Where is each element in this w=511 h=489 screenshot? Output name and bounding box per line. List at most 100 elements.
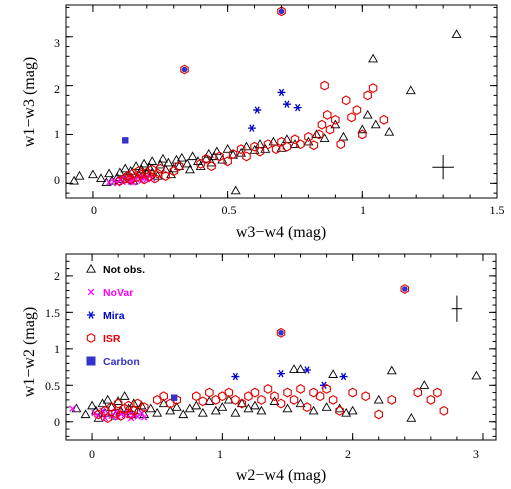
bottom-carbon-fill	[278, 329, 284, 336]
top-isr-point	[242, 151, 251, 162]
bottom-isr-point	[322, 384, 331, 394]
bottom-series-mira	[231, 366, 348, 390]
top-notobs-point	[206, 157, 217, 167]
bottom-notobs-point	[243, 403, 254, 413]
top-notobs-point	[131, 161, 142, 170]
bottom-isr-point	[374, 409, 384, 420]
top-isr-point	[115, 175, 125, 186]
bottom-isr-point	[103, 413, 112, 424]
top-notobs-point	[147, 156, 158, 165]
top-notobs-point	[338, 131, 349, 141]
legend-label-isr: ISR	[103, 333, 121, 345]
bottom-notobs-point	[373, 394, 384, 404]
top-carbon-point	[122, 137, 129, 144]
top-notobs-point	[144, 162, 155, 172]
bottom-x-tick-label-2: 2	[345, 447, 351, 461]
top-isr-point	[309, 140, 319, 151]
bottom-isr-point	[139, 402, 149, 413]
bottom-notobs-point	[289, 364, 300, 373]
bottom-isr-point	[129, 405, 139, 416]
bottom-isr-point	[237, 398, 247, 409]
bottom-isr-point	[413, 387, 423, 398]
bottom-novar-point	[140, 414, 148, 421]
top-isr-point	[196, 158, 205, 169]
bottom-y-axis-title: w1−w2 (mag)	[21, 307, 38, 397]
top-isr-point	[153, 168, 162, 179]
bottom-notobs-point	[308, 405, 319, 415]
bottom-notobs-point	[419, 380, 430, 389]
bottom-novar-point	[101, 414, 109, 422]
bottom-notobs-point	[256, 405, 267, 415]
top-isr-point	[290, 134, 300, 145]
bottom-isr-point	[211, 394, 221, 405]
top-isr-point	[263, 139, 273, 150]
bottom-isr-point	[224, 387, 234, 398]
bottom-notobs-point	[230, 407, 241, 417]
legend-symbol-mira	[87, 311, 95, 319]
bottom-notobs-point	[171, 402, 182, 411]
bottom-isr-point	[94, 409, 103, 420]
bottom-notobs-point	[145, 403, 156, 413]
top-isr-point	[161, 171, 170, 181]
top-isr-point	[325, 124, 335, 135]
bottom-notobs-point	[341, 407, 352, 417]
bottom-notobs-point	[321, 402, 332, 411]
bottom-isr-point	[263, 384, 273, 394]
top-y-tick-label-2: 2	[54, 82, 60, 96]
legend-label-notobs: Not obs.	[103, 264, 145, 276]
bottom-y-tick-label-4: 2	[54, 269, 60, 283]
top-isr-point	[255, 146, 265, 157]
top-notobs-point	[87, 169, 98, 179]
bottom-notobs-point	[328, 369, 339, 378]
panel-bottom: 0 1 2 3 0 0.5 1 1.5 2 w2−w4 (mag) w1−w2 …	[21, 253, 497, 484]
legend-symbol-notobs	[86, 263, 96, 273]
top-notobs-point	[69, 175, 80, 185]
top-isr-point	[317, 119, 327, 130]
bottom-notobs-point	[184, 403, 195, 413]
top-isr-point	[323, 110, 332, 120]
top-notobs-point	[230, 185, 241, 195]
bottom-isr-point	[198, 396, 208, 407]
bottom-series-carbon	[170, 394, 178, 401]
top-isr-point	[358, 129, 367, 140]
top-isr-point	[320, 80, 329, 91]
top-notobs-point	[139, 158, 150, 168]
bottom-isr-point	[126, 409, 136, 420]
bottom-notobs-point	[236, 398, 247, 408]
top-notobs-point	[120, 163, 131, 173]
top-plot-marks	[69, 6, 462, 195]
top-isr-point	[201, 153, 211, 164]
bottom-notobs-point	[386, 365, 397, 375]
bottom-novar-point	[99, 407, 106, 415]
top-isr-point	[352, 105, 362, 115]
legend-symbol-carbon	[86, 356, 96, 366]
bottom-isr-point	[111, 408, 120, 418]
top-notobs-point	[319, 133, 330, 142]
bottom-notobs-point	[471, 370, 482, 380]
bottom-isr-point	[426, 394, 436, 405]
top-y-tick-label-1: 1	[54, 127, 60, 141]
top-isr-point	[137, 169, 146, 180]
legend-label-carbon: Carbon	[103, 356, 140, 368]
bottom-isr-point	[218, 391, 227, 402]
top-y-tick-label-0: 0	[54, 173, 60, 187]
bottom-notobs-point	[87, 400, 98, 410]
bottom-notobs-point	[406, 413, 417, 422]
bottom-novar-point	[69, 405, 76, 412]
bottom-isr-point	[152, 394, 162, 405]
top-isr-point	[314, 129, 324, 140]
bottom-notobs-point	[136, 400, 147, 410]
top-ticks	[65, 5, 498, 198]
top-isr-point	[215, 151, 224, 162]
top-plot-frame	[65, 4, 498, 199]
top-isr-point	[379, 114, 389, 125]
top-x-tick-label-1: 0.5	[222, 203, 237, 217]
top-mira-point	[293, 103, 302, 112]
bottom-isr-point	[400, 284, 410, 294]
top-notobs-point	[303, 136, 314, 146]
legend-label-novar: NoVar	[103, 287, 133, 299]
top-notobs-point	[136, 164, 147, 174]
bottom-isr-point	[296, 384, 305, 394]
top-isr-point	[347, 112, 356, 123]
top-series-carbon	[122, 137, 129, 144]
